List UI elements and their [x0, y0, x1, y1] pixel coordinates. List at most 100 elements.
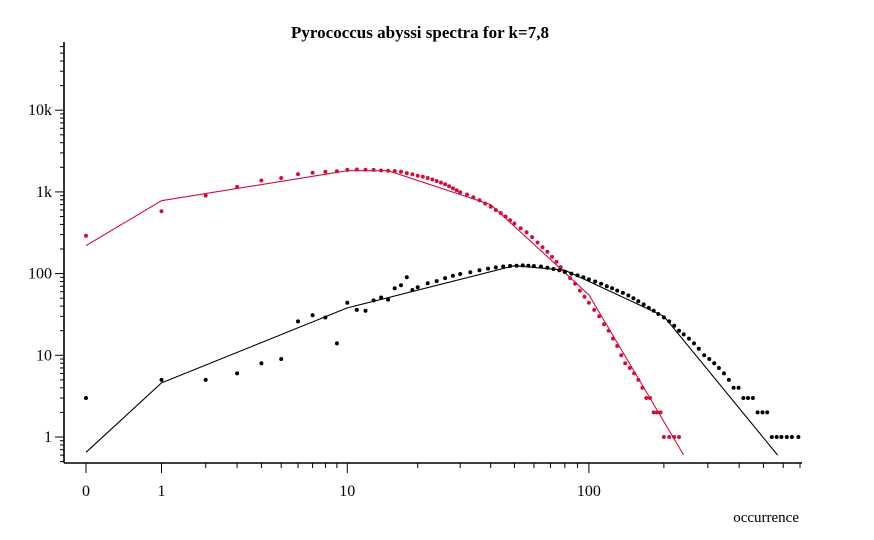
- data-point: [465, 192, 469, 197]
- data-point: [310, 170, 315, 175]
- data-point: [658, 410, 663, 415]
- data-point: [379, 295, 384, 300]
- data-point: [656, 312, 661, 316]
- data-point: [672, 323, 677, 328]
- data-point: [606, 328, 611, 333]
- data-point: [568, 276, 573, 281]
- data-point: [569, 271, 574, 276]
- data-point: [610, 286, 615, 291]
- data-point: [722, 371, 726, 376]
- data-point: [692, 341, 696, 346]
- data-point: [471, 195, 476, 200]
- data-point: [84, 396, 88, 400]
- data-point: [557, 268, 562, 273]
- data-point: [586, 300, 591, 305]
- data-point: [702, 353, 707, 358]
- data-point: [707, 357, 712, 361]
- data-point: [796, 435, 801, 439]
- data-point: [354, 307, 359, 312]
- data-point: [632, 371, 637, 376]
- data-point: [696, 346, 701, 351]
- data-point: [512, 221, 517, 226]
- data-point: [641, 302, 646, 307]
- data-point: [651, 410, 656, 415]
- data-point: [538, 264, 543, 269]
- data-point: [520, 263, 525, 268]
- data-point: [159, 209, 164, 214]
- data-point: [760, 410, 765, 415]
- data-point: [434, 179, 439, 183]
- data-point: [672, 435, 677, 439]
- data-point: [503, 214, 508, 219]
- y-tick-label: 10: [36, 347, 52, 364]
- data-point: [551, 267, 556, 271]
- data-point: [420, 174, 425, 179]
- data-point: [582, 294, 587, 299]
- data-point: [615, 344, 620, 348]
- x-axis: 0 1 10 100: [64, 462, 802, 500]
- data-point: [371, 298, 376, 303]
- data-point: [399, 169, 403, 174]
- data-point: [726, 377, 731, 382]
- data-point: [765, 410, 770, 415]
- data-point: [627, 366, 632, 370]
- x-tick-label: 1: [158, 483, 166, 500]
- data-point: [577, 288, 582, 293]
- data-point: [784, 435, 789, 439]
- data-point: [425, 281, 430, 286]
- data-point: [415, 285, 420, 290]
- data-point: [454, 188, 459, 193]
- y-tick-label: 100: [28, 266, 52, 283]
- data-point: [443, 276, 448, 281]
- data-point: [345, 300, 350, 305]
- data-point: [514, 263, 519, 268]
- data-point: [626, 293, 631, 298]
- y-tick-label: 1k: [36, 184, 52, 201]
- data-point: [636, 377, 641, 382]
- data-point: [493, 265, 498, 270]
- data-point: [345, 167, 350, 172]
- x-tick-label: 10: [339, 483, 355, 500]
- data-point: [619, 353, 624, 358]
- data-point: [774, 435, 779, 439]
- data-point: [636, 299, 641, 304]
- fit-line: [85, 170, 685, 456]
- data-point: [235, 184, 240, 189]
- data-point: [159, 377, 164, 382]
- data-point: [750, 396, 755, 400]
- data-point: [354, 167, 359, 172]
- data-point: [648, 396, 652, 400]
- data-point: [404, 171, 409, 176]
- data-point: [334, 169, 339, 174]
- data-point: [430, 177, 435, 182]
- data-point: [508, 264, 513, 268]
- data-point: [410, 172, 415, 177]
- data-point: [586, 277, 591, 282]
- chart-title: Pyrococcus abyssi spectra for k=7,8: [291, 23, 549, 42]
- data-point: [477, 268, 482, 273]
- data-point: [434, 279, 439, 284]
- data-point: [450, 186, 455, 191]
- data-point: [573, 281, 578, 286]
- data-point: [524, 230, 529, 235]
- data-point: [477, 198, 482, 203]
- data-point: [640, 385, 645, 390]
- data-point: [371, 167, 376, 172]
- data-point: [415, 173, 420, 178]
- data-point: [677, 435, 681, 439]
- data-point: [458, 272, 463, 276]
- data-point: [279, 176, 284, 180]
- data-point: [562, 269, 567, 274]
- data-point: [392, 169, 397, 173]
- data-point: [681, 332, 686, 337]
- data-point: [687, 336, 691, 341]
- data-point: [439, 180, 443, 185]
- data-point: [592, 307, 597, 312]
- x-axis-label: occurrence: [733, 510, 799, 526]
- data-point: [363, 308, 368, 313]
- data-point: [620, 290, 625, 295]
- data-point: [531, 264, 536, 268]
- data-point: [410, 288, 415, 292]
- data-point: [392, 286, 397, 291]
- x-tick-label: 0: [82, 483, 90, 500]
